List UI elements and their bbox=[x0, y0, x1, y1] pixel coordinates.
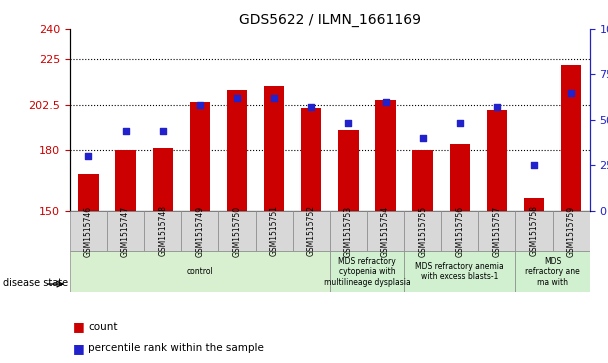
Bar bbox=[116, 150, 136, 211]
Bar bbox=[70, 211, 107, 251]
Point bbox=[269, 95, 279, 101]
Point bbox=[529, 162, 539, 168]
Point bbox=[381, 99, 390, 105]
Text: GSM1515756: GSM1515756 bbox=[455, 205, 465, 257]
Text: GSM1515746: GSM1515746 bbox=[84, 205, 93, 257]
Text: control: control bbox=[187, 267, 213, 276]
Point bbox=[344, 121, 353, 126]
Bar bbox=[524, 199, 544, 211]
Text: GSM1515757: GSM1515757 bbox=[492, 205, 502, 257]
Text: ■: ■ bbox=[73, 320, 85, 333]
Bar bbox=[107, 211, 144, 251]
Bar bbox=[301, 108, 322, 211]
Text: GSM1515749: GSM1515749 bbox=[195, 205, 204, 257]
Bar bbox=[516, 211, 553, 251]
Text: disease state: disease state bbox=[3, 278, 68, 288]
Text: MDS refractory
cytopenia with
multilineage dysplasia: MDS refractory cytopenia with multilinea… bbox=[323, 257, 410, 287]
Text: GSM1515755: GSM1515755 bbox=[418, 205, 427, 257]
Bar bbox=[190, 102, 210, 211]
Bar bbox=[227, 90, 247, 211]
Bar bbox=[487, 110, 507, 211]
Bar bbox=[330, 251, 404, 292]
Bar bbox=[264, 86, 285, 211]
Bar bbox=[561, 65, 581, 211]
Bar bbox=[367, 211, 404, 251]
Bar bbox=[404, 211, 441, 251]
Bar bbox=[153, 148, 173, 211]
Text: GSM1515751: GSM1515751 bbox=[269, 205, 278, 256]
Point bbox=[232, 95, 242, 101]
Point bbox=[455, 121, 465, 126]
Bar bbox=[478, 211, 516, 251]
Bar bbox=[375, 99, 396, 211]
Title: GDS5622 / ILMN_1661169: GDS5622 / ILMN_1661169 bbox=[239, 13, 421, 26]
Point bbox=[121, 128, 131, 134]
Bar bbox=[255, 211, 292, 251]
Point bbox=[195, 102, 205, 108]
Text: GSM1515752: GSM1515752 bbox=[307, 205, 316, 256]
Bar bbox=[516, 251, 590, 292]
Bar bbox=[70, 251, 330, 292]
Text: GSM1515758: GSM1515758 bbox=[530, 205, 539, 256]
Text: percentile rank within the sample: percentile rank within the sample bbox=[88, 343, 264, 354]
Bar bbox=[78, 174, 98, 211]
Text: GSM1515747: GSM1515747 bbox=[121, 205, 130, 257]
Text: count: count bbox=[88, 322, 118, 332]
Bar bbox=[412, 150, 433, 211]
Bar bbox=[441, 211, 478, 251]
Bar bbox=[218, 211, 255, 251]
Bar bbox=[181, 211, 218, 251]
Text: GSM1515748: GSM1515748 bbox=[158, 205, 167, 256]
Text: GSM1515753: GSM1515753 bbox=[344, 205, 353, 257]
Text: GSM1515759: GSM1515759 bbox=[567, 205, 576, 257]
Point bbox=[84, 153, 94, 159]
Point bbox=[306, 104, 316, 110]
Point bbox=[492, 104, 502, 110]
Text: GSM1515754: GSM1515754 bbox=[381, 205, 390, 257]
Text: MDS refractory anemia
with excess blasts-1: MDS refractory anemia with excess blasts… bbox=[415, 262, 504, 281]
Point bbox=[158, 128, 168, 134]
Point bbox=[566, 90, 576, 95]
Text: GSM1515750: GSM1515750 bbox=[232, 205, 241, 257]
Bar bbox=[553, 211, 590, 251]
Bar bbox=[449, 144, 470, 211]
Text: MDS
refractory ane
ma with: MDS refractory ane ma with bbox=[525, 257, 580, 287]
Bar bbox=[330, 211, 367, 251]
Bar bbox=[292, 211, 330, 251]
Bar bbox=[144, 211, 181, 251]
Bar bbox=[338, 130, 359, 211]
Bar bbox=[404, 251, 516, 292]
Text: ■: ■ bbox=[73, 342, 85, 355]
Point bbox=[418, 135, 427, 141]
